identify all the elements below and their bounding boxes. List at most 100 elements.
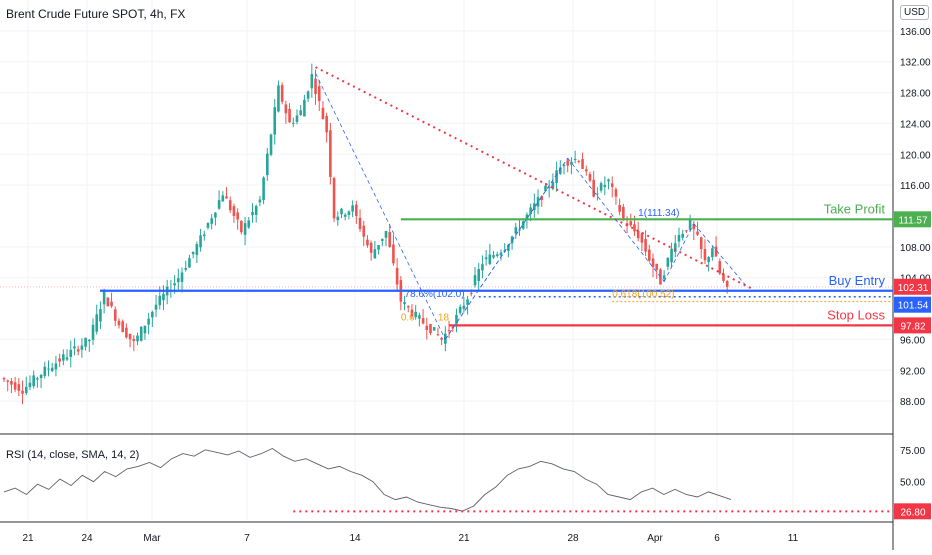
y-tick-label: 128.00 — [900, 89, 931, 100]
price-label-bg — [894, 317, 931, 334]
candle-body — [688, 219, 692, 230]
y-tick-label: 92.00 — [900, 366, 925, 377]
candle-body — [325, 116, 328, 133]
candle-body — [559, 167, 562, 174]
candle-body — [436, 334, 440, 336]
candle-body — [62, 354, 65, 361]
candle-body — [388, 232, 392, 247]
candle-body — [303, 99, 306, 117]
candle-body — [592, 179, 595, 197]
candle-body — [69, 349, 73, 357]
candle-body — [110, 301, 113, 307]
candle-body — [306, 91, 310, 99]
candle-body — [295, 115, 299, 122]
candle-body — [477, 269, 481, 282]
rsi-label: RSI (14, close, SMA, 14, 2) — [6, 449, 140, 461]
candle-body — [24, 386, 28, 394]
candle-body — [314, 78, 317, 95]
candle-body — [685, 230, 688, 232]
currency-badge[interactable]: USD — [900, 5, 930, 20]
candle-body — [681, 233, 684, 238]
candle-body — [54, 363, 58, 370]
candle-body — [648, 249, 651, 261]
candle-body — [588, 174, 592, 181]
candle-body — [221, 195, 225, 202]
candle-body — [191, 251, 195, 255]
candle-body — [547, 187, 551, 189]
candle-body — [644, 239, 647, 252]
candle-body — [343, 214, 347, 217]
candle-body — [184, 268, 188, 270]
candle-body — [13, 382, 17, 390]
fib-annotation: 1(111.34) — [638, 208, 679, 219]
level-label: Stop Loss — [827, 307, 885, 322]
candle-body — [162, 293, 165, 301]
candle-body — [544, 185, 547, 192]
candle-body — [699, 237, 703, 250]
x-tick-label: 6 — [714, 533, 720, 544]
x-tick-label: 7 — [244, 533, 250, 544]
candle-body — [555, 170, 558, 183]
candle-body — [703, 249, 707, 261]
candle-body — [247, 220, 251, 228]
y-tick-label: 124.00 — [900, 119, 931, 130]
candle-body — [662, 275, 666, 279]
fib-annotation: 18 — [438, 312, 450, 323]
candle-body — [102, 291, 106, 305]
candle-body — [722, 274, 725, 281]
candle-body — [47, 368, 50, 370]
candle-body — [177, 278, 180, 283]
candle-body — [269, 134, 273, 155]
candle-body — [88, 339, 91, 342]
fib-annotation: 0.618(100.52) — [612, 289, 674, 300]
candle-body — [622, 206, 625, 220]
candle-body — [525, 214, 529, 220]
candle-body — [21, 390, 24, 394]
candle-body — [481, 264, 484, 271]
candle-body — [584, 169, 588, 172]
y-tick-label: 120.00 — [900, 150, 931, 161]
x-tick-label: 24 — [81, 533, 93, 544]
candle-body — [210, 218, 213, 224]
candle-body — [136, 335, 139, 342]
candle-body — [329, 130, 332, 177]
candle-body — [529, 207, 532, 215]
candle-body — [533, 203, 536, 211]
candle-body — [581, 159, 584, 169]
candle-body — [603, 184, 607, 187]
pattern-line — [445, 157, 569, 340]
candle-body — [492, 255, 495, 258]
x-tick-label: 14 — [349, 533, 361, 544]
candle-body — [347, 211, 351, 215]
trend-line — [315, 66, 754, 291]
candle-body — [406, 306, 410, 308]
candle-body — [284, 104, 288, 114]
candle-body — [488, 254, 492, 264]
candle-body — [380, 238, 384, 241]
price-label: 97.82 — [900, 321, 925, 332]
pattern-line — [567, 157, 665, 282]
candle-body — [666, 257, 670, 267]
candle-body — [610, 183, 614, 187]
candle-body — [280, 85, 284, 102]
candle-body — [10, 381, 13, 385]
candle-body — [562, 165, 566, 167]
candle-body — [188, 258, 191, 268]
candle-body — [258, 199, 262, 203]
y-tick-label: 132.00 — [900, 58, 931, 69]
y-tick-label: 116.00 — [900, 181, 930, 192]
candle-body — [484, 257, 488, 260]
candle-body — [473, 275, 477, 286]
candle-body — [266, 153, 269, 176]
candle-body — [711, 248, 714, 258]
candle-body — [677, 234, 681, 242]
candle-body — [214, 212, 217, 218]
level-label: Take Profit — [824, 201, 886, 216]
pattern-line — [663, 223, 695, 282]
fib-annotation: 78.6%(102.0) — [405, 289, 465, 300]
candle-body — [447, 330, 451, 332]
candle-body — [17, 384, 21, 391]
candle-body — [36, 378, 39, 380]
candle-body — [195, 244, 199, 255]
